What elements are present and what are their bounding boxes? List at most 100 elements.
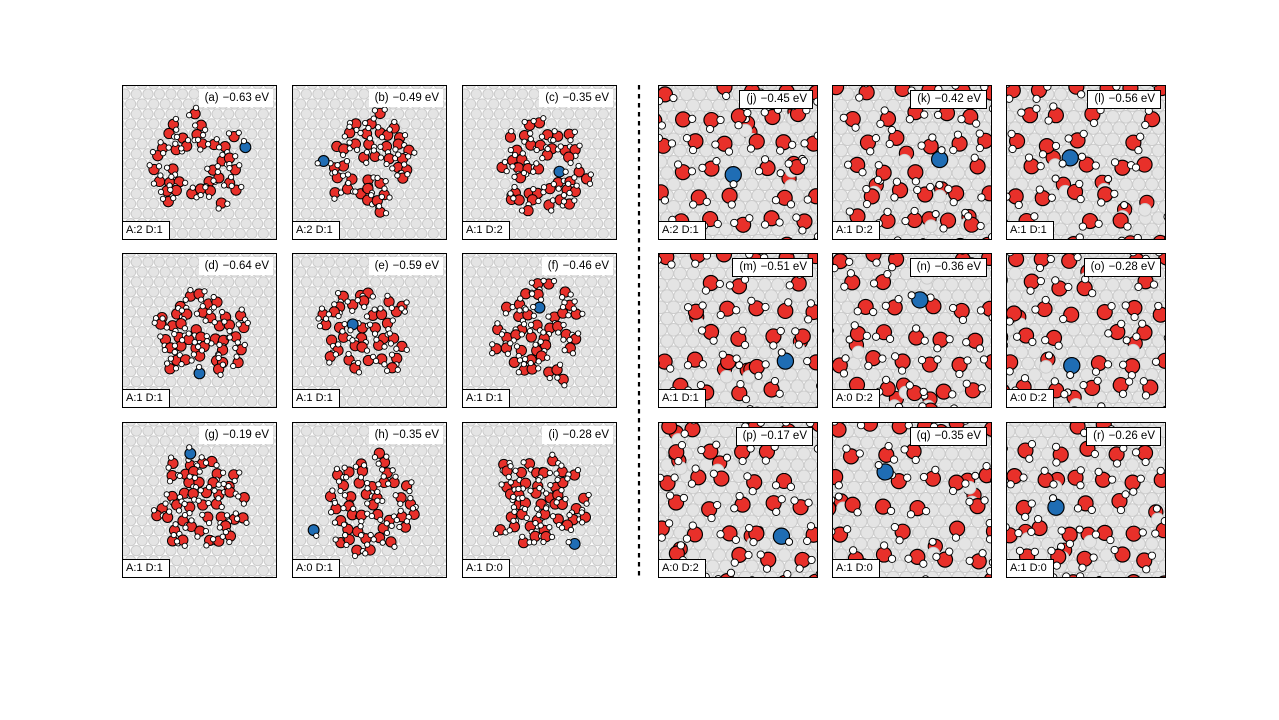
acceptor-donor-label-a: A:2 D:1 bbox=[123, 221, 170, 239]
panel-letter: (i) bbox=[548, 429, 559, 441]
acceptor-donor-label-o: A:0 D:2 bbox=[1007, 389, 1054, 407]
energy-label-j: (j) −0.45 eV bbox=[739, 90, 813, 109]
structure-image-n bbox=[833, 254, 991, 407]
panel-f: (f) −0.46 eV A:1 D:1 bbox=[462, 253, 617, 408]
panel-letter: (o) bbox=[1090, 261, 1105, 273]
adsorption-energy-value: −0.26 eV bbox=[1108, 430, 1155, 442]
acceptor-donor-label-r: A:1 D:0 bbox=[1007, 559, 1054, 577]
energy-label-c: (c) −0.35 eV bbox=[539, 89, 613, 107]
panel-k: (k) −0.42 eV A:1 D:2 bbox=[832, 85, 992, 240]
panel-q: (q) −0.35 eV A:1 D:0 bbox=[832, 422, 992, 578]
adsorption-energy-value: −0.51 eV bbox=[760, 261, 807, 273]
acceptor-donor-label-g: A:1 D:1 bbox=[123, 559, 170, 577]
structure-image-j bbox=[659, 86, 817, 239]
acceptor-donor-label-f: A:1 D:1 bbox=[463, 389, 510, 407]
structure-image-b bbox=[293, 86, 446, 239]
panel-letter: (b) bbox=[374, 92, 389, 104]
panel-letter: (k) bbox=[917, 93, 931, 105]
energy-label-a: (a) −0.63 eV bbox=[198, 89, 273, 107]
panel-g: (g) −0.19 eV A:1 D:1 bbox=[122, 422, 277, 578]
acceptor-donor-label-b: A:2 D:1 bbox=[293, 221, 340, 239]
acceptor-donor-label-n: A:0 D:2 bbox=[833, 389, 880, 407]
panel-a: (a) −0.63 eV A:2 D:1 bbox=[122, 85, 277, 240]
panel-letter: (p) bbox=[742, 430, 757, 442]
energy-label-e: (e) −0.59 eV bbox=[368, 257, 443, 275]
structure-image-g bbox=[123, 423, 276, 577]
acceptor-donor-label-i: A:1 D:0 bbox=[463, 559, 510, 577]
acceptor-donor-label-e: A:1 D:1 bbox=[293, 389, 340, 407]
energy-label-q: (q) −0.35 eV bbox=[909, 427, 987, 446]
energy-label-o: (o) −0.28 eV bbox=[1083, 258, 1161, 277]
structure-image-p bbox=[659, 423, 817, 577]
panel-letter: (d) bbox=[204, 260, 219, 272]
panel-l: (l) −0.56 eV A:1 D:1 bbox=[1006, 85, 1166, 240]
panel-letter: (f) bbox=[547, 260, 559, 272]
structure-image-q bbox=[833, 423, 991, 577]
energy-label-f: (f) −0.46 eV bbox=[541, 257, 613, 275]
adsorption-energy-value: −0.42 eV bbox=[934, 93, 981, 105]
adsorption-energy-value: −0.36 eV bbox=[934, 261, 981, 273]
energy-label-r: (r) −0.26 eV bbox=[1086, 427, 1161, 446]
acceptor-donor-label-d: A:1 D:1 bbox=[123, 389, 170, 407]
panel-p: (p) −0.17 eV A:0 D:2 bbox=[658, 422, 818, 578]
panel-e: (e) −0.59 eV A:1 D:1 bbox=[292, 253, 447, 408]
energy-label-h: (h) −0.35 eV bbox=[368, 426, 443, 444]
energy-label-i: (i) −0.28 eV bbox=[542, 426, 613, 444]
acceptor-donor-label-q: A:1 D:0 bbox=[833, 559, 880, 577]
panel-m: (m) −0.51 eV A:1 D:1 bbox=[658, 253, 818, 408]
adsorption-energy-value: −0.35 eV bbox=[934, 430, 981, 442]
panel-c: (c) −0.35 eV A:1 D:2 bbox=[462, 85, 617, 240]
panel-letter: (m) bbox=[739, 261, 757, 273]
energy-label-n: (n) −0.36 eV bbox=[909, 258, 987, 277]
adsorption-energy-value: −0.35 eV bbox=[562, 92, 609, 104]
adsorption-energy-value: −0.56 eV bbox=[1108, 93, 1155, 105]
panel-letter: (n) bbox=[916, 261, 931, 273]
panel-b: (b) −0.49 eV A:2 D:1 bbox=[292, 85, 447, 240]
acceptor-donor-label-l: A:1 D:1 bbox=[1007, 221, 1054, 239]
panel-letter: (j) bbox=[746, 93, 757, 105]
panel-i: (i) −0.28 eV A:1 D:0 bbox=[462, 422, 617, 578]
panel-letter: (l) bbox=[1094, 93, 1105, 105]
adsorption-energy-value: −0.64 eV bbox=[222, 260, 269, 272]
energy-label-d: (d) −0.64 eV bbox=[198, 257, 273, 275]
energy-label-k: (k) −0.42 eV bbox=[910, 90, 987, 109]
acceptor-donor-label-k: A:1 D:2 bbox=[833, 221, 880, 239]
structure-image-d bbox=[123, 254, 276, 407]
panel-h: (h) −0.35 eV A:0 D:1 bbox=[292, 422, 447, 578]
panel-r: (r) −0.26 eV A:1 D:0 bbox=[1006, 422, 1166, 578]
adsorption-energy-value: −0.17 eV bbox=[760, 430, 807, 442]
adsorption-energy-value: −0.28 eV bbox=[562, 429, 609, 441]
acceptor-donor-label-h: A:0 D:1 bbox=[293, 559, 340, 577]
structure-image-c bbox=[463, 86, 616, 239]
panel-letter: (h) bbox=[374, 429, 389, 441]
panel-letter: (a) bbox=[204, 92, 219, 104]
adsorption-energy-value: −0.63 eV bbox=[222, 92, 269, 104]
structure-image-a bbox=[123, 86, 276, 239]
energy-label-m: (m) −0.51 eV bbox=[732, 258, 813, 277]
adsorption-energy-value: −0.35 eV bbox=[392, 429, 439, 441]
adsorption-energy-value: −0.46 eV bbox=[562, 260, 609, 272]
acceptor-donor-label-m: A:1 D:1 bbox=[659, 389, 706, 407]
energy-label-p: (p) −0.17 eV bbox=[735, 427, 813, 446]
acceptor-donor-label-c: A:1 D:2 bbox=[463, 221, 510, 239]
panel-letter: (e) bbox=[374, 260, 389, 272]
panel-o: (o) −0.28 eV A:0 D:2 bbox=[1006, 253, 1166, 408]
adsorption-energy-value: −0.59 eV bbox=[392, 260, 439, 272]
panel-n: (n) −0.36 eV A:0 D:2 bbox=[832, 253, 992, 408]
panel-j: (j) −0.45 eV A:2 D:1 bbox=[658, 85, 818, 240]
panel-letter: (c) bbox=[545, 92, 559, 104]
energy-label-b: (b) −0.49 eV bbox=[368, 89, 443, 107]
panel-letter: (q) bbox=[916, 430, 931, 442]
adsorption-energy-value: −0.49 eV bbox=[392, 92, 439, 104]
panel-letter: (r) bbox=[1093, 430, 1105, 442]
structure-image-h bbox=[293, 423, 446, 577]
energy-label-l: (l) −0.56 eV bbox=[1087, 90, 1161, 109]
structure-image-r bbox=[1007, 423, 1165, 577]
energy-label-g: (g) −0.19 eV bbox=[198, 426, 273, 444]
structure-image-e bbox=[293, 254, 446, 407]
acceptor-donor-label-p: A:0 D:2 bbox=[659, 559, 706, 577]
panel-d: (d) −0.64 eV A:1 D:1 bbox=[122, 253, 277, 408]
adsorption-energy-value: −0.45 eV bbox=[760, 93, 807, 105]
divider-dashed-line bbox=[637, 85, 641, 578]
